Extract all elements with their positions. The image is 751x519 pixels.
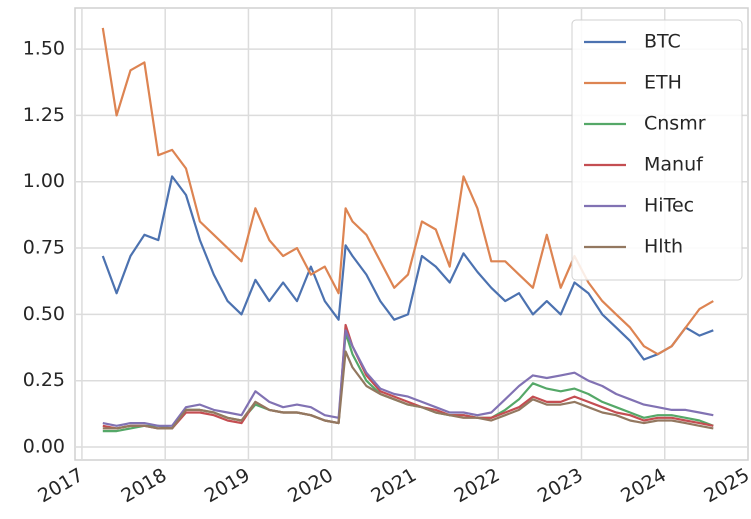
x-tick-label: 2024 bbox=[617, 464, 670, 507]
series-line bbox=[101, 175, 714, 361]
y-tick-label: 0.25 bbox=[23, 369, 65, 391]
legend-box bbox=[571, 19, 743, 281]
y-tick-label: 1.50 bbox=[23, 38, 65, 60]
series-line bbox=[101, 27, 714, 356]
y-tick-label: 1.00 bbox=[23, 170, 65, 192]
legend-label: ETH bbox=[644, 72, 682, 94]
y-tick-label: 0.50 bbox=[23, 303, 65, 325]
series-line bbox=[102, 329, 714, 427]
x-tick-label: 2018 bbox=[118, 464, 171, 507]
legend-label: Cnsmr bbox=[644, 113, 706, 135]
series-line bbox=[102, 323, 714, 430]
legend-label: HiTec bbox=[644, 195, 694, 217]
y-tick-label: 1.25 bbox=[23, 104, 65, 126]
legend: BTC ETH Cnsmr Manuf HiTec Hlth bbox=[571, 19, 743, 281]
x-tick-label: 2022 bbox=[451, 464, 504, 507]
x-tick-label: 2020 bbox=[284, 464, 337, 507]
y-tick-label: 0.75 bbox=[23, 237, 65, 259]
legend-label: Hlth bbox=[644, 236, 683, 258]
x-tick-label: 2017 bbox=[34, 464, 87, 507]
series-line bbox=[102, 350, 714, 430]
x-tick-label: 2019 bbox=[201, 464, 254, 507]
legend-label: BTC bbox=[644, 31, 681, 53]
legend-label: Manuf bbox=[644, 154, 704, 176]
x-tick-label: 2023 bbox=[534, 464, 587, 507]
x-tick-label: 2021 bbox=[367, 464, 420, 507]
y-tick-label: 0.00 bbox=[23, 436, 65, 458]
x-tick-label: 2025 bbox=[700, 464, 751, 507]
